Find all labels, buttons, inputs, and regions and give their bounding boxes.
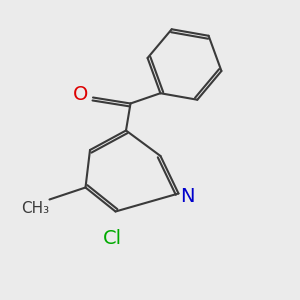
Text: N: N	[180, 187, 195, 206]
Text: O: O	[73, 85, 89, 104]
Text: Cl: Cl	[103, 229, 122, 248]
Text: CH₃: CH₃	[21, 201, 50, 216]
